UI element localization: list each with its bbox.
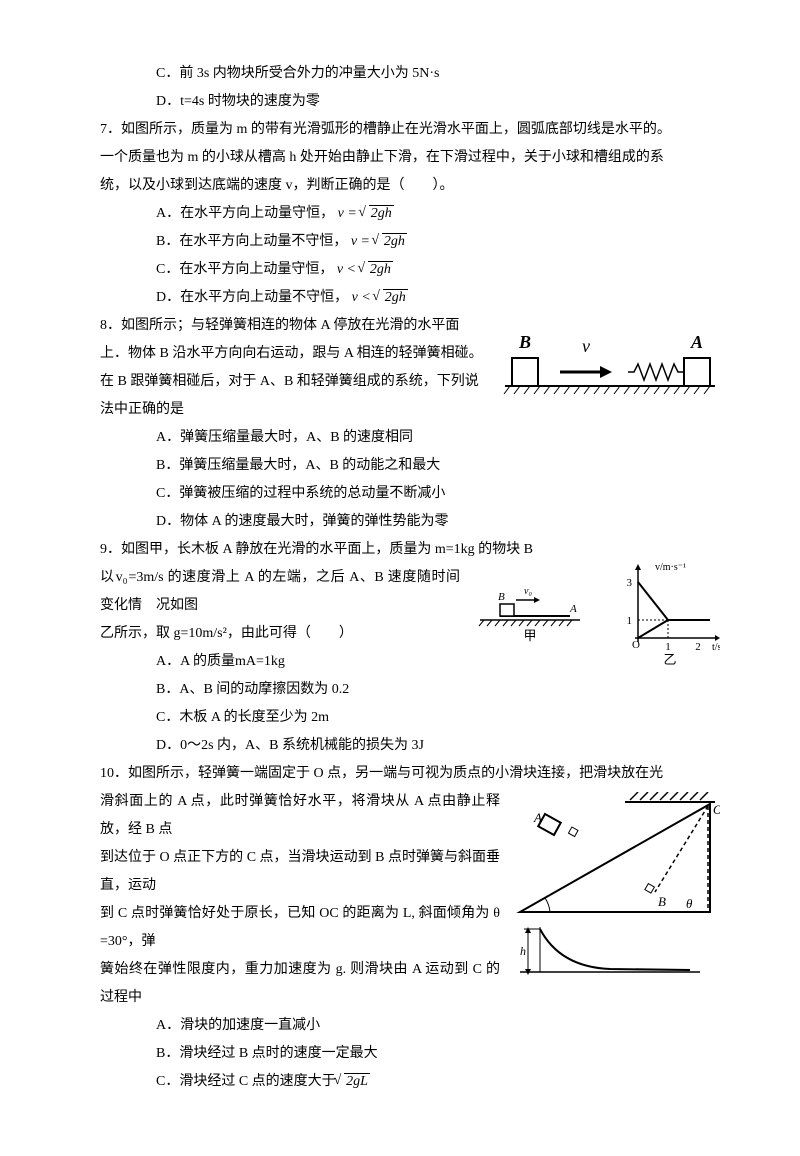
q10-stem-3: 到达位于 O 点正下方的 C 点，当滑块运动到 B 点时弹簧与斜面垂直，运动 — [100, 844, 720, 900]
q10-optC-pre: C．滑块经过 C 点的速度大于 — [156, 1074, 336, 1089]
q8-fig-label-v: v — [582, 336, 590, 356]
q8-stem-3: 在 B 跟弹簧相碰后，对于 A、B 和轻弹簧组成的系统，下列说 — [100, 368, 490, 396]
q7-optD-sqrt: 2gh — [383, 289, 408, 305]
q8-fig-label-b: B — [518, 332, 531, 352]
q7-optB-text: B．在水平方向上动量不守恒， — [156, 234, 347, 249]
q7-option-d: D．在水平方向上动量不守恒， v < 2gh — [100, 284, 720, 312]
q9-stem2-pre: 以 — [100, 570, 115, 585]
q7-optC-eq: v < — [337, 262, 360, 277]
q8-option-c: C．弹簧被压缩的过程中系统的总动量不断减小 — [100, 480, 720, 508]
q7-optD-eq: v < — [352, 290, 375, 305]
q8-option-d: D．物体 A 的速度最大时，弹簧的弹性势能为零 — [100, 508, 720, 536]
q7-optB-eq: v = — [351, 234, 374, 249]
q9-stem-2: 以v₀=3m/s 的速度滑上 A 的左端，之后 A、B 速度随时间变化情 况如图 — [100, 564, 720, 620]
q9-stem-3: 乙所示，取 g=10m/s²，由此可得（ ） — [100, 620, 720, 648]
q10-option-b: B．滑块经过 B 点时的速度一定最大 — [100, 1040, 720, 1068]
q7-optD-text: D．在水平方向上动量不守恒， — [156, 290, 348, 305]
q10-stem-5: 簧始终在弹性限度内，重力加速度为 g. 则滑块由 A 运动到 C 的过程中 — [100, 956, 720, 1012]
q7-stem-3: 统，以及小球到达底端的速度 v，判断正确的是（ ）。 — [100, 172, 720, 200]
q6-option-c: C．前 3s 内物块所受合外力的冲量大小为 5N·s — [100, 60, 720, 88]
q7-optA-text: A．在水平方向上动量守恒， — [156, 206, 334, 221]
q9-stem2-v0: v₀ — [115, 569, 129, 586]
q9-optA-mA: mA — [235, 654, 256, 669]
q10-stem-2: 滑斜面上的 A 点，此时弹簧恰好水平，将滑块从 A 点由静止释放，经 B 点 — [100, 788, 720, 844]
q9-stem-1: 9．如图甲，长木板 A 静放在光滑的水平面上，质量为 m=1kg 的物块 B — [100, 536, 720, 564]
q9-option-d: D．0～2s 内，A、B 系统机械能的损失为 3J — [100, 732, 720, 760]
q7-option-b: B．在水平方向上动量不守恒， v = 2gh — [100, 228, 720, 256]
q9-stem2-post: =3m/s 的速度滑上 A 的左端，之后 A、B 速度随时间变化情 况如图 — [100, 570, 460, 613]
q7-optA-formula: v = 2gh — [338, 206, 394, 221]
q10-stem-4: 到 C 点时弹簧恰好处于原长，已知 OC 的距离为 L, 斜面倾角为 θ =30… — [100, 900, 720, 956]
q7-stem-2: 一个质量也为 m 的小球从槽高 h 处开始由静止下滑，在下滑过程中，关于小球和槽… — [100, 144, 720, 172]
q10-option-a: A．滑块的加速度一直减小 — [100, 1012, 720, 1040]
q9-optA-pre: A．A 的质量 — [156, 654, 235, 669]
q10-option-c: C．滑块经过 C 点的速度大于 2gL — [100, 1068, 720, 1096]
q7-optC-sqrt: 2gh — [368, 261, 393, 277]
q10-stem-1: 10．如图所示，轻弹簧一端固定于 O 点，另一端与可视为质点的小滑块连接，把滑块… — [100, 760, 720, 788]
q8-stem-1: 8．如图所示；与轻弹簧相连的物体 A 停放在光滑的水平面 — [100, 312, 490, 340]
q8-option-b: B．弹簧压缩量最大时，A、B 的动能之和最大 — [100, 452, 720, 480]
q7-optC-formula: v < 2gh — [337, 262, 393, 277]
q7-option-c: C．在水平方向上动量守恒， v < 2gh — [100, 256, 720, 284]
q8-stem-2: 上．物体 B 沿水平方向向右运动，跟与 A 相连的轻弹簧相碰。 — [100, 340, 490, 368]
q9-optA-post: =1kg — [256, 654, 285, 669]
q7-optB-formula: v = 2gh — [351, 234, 407, 249]
q8-stem-4: 法中正确的是 — [100, 396, 490, 424]
q9-option-c: C．木板 A 的长度至少为 2m — [100, 704, 720, 732]
q7-optD-formula: v < 2gh — [352, 290, 408, 305]
q7-option-a: A．在水平方向上动量守恒， v = 2gh — [100, 200, 720, 228]
q7-stem-1: 7．如图所示，质量为 m 的带有光滑弧形的槽静止在光滑水平面上，圆弧底部切线是水… — [100, 116, 720, 144]
q9-option-a: A．A 的质量mA=1kg — [100, 648, 720, 676]
q8-figure: B v A — [500, 316, 720, 406]
q7-optA-eq: v = — [338, 206, 361, 221]
q8-option-a: A．弹簧压缩量最大时，A、B 的速度相同 — [100, 424, 720, 452]
q7-optC-text: C．在水平方向上动量守恒， — [156, 262, 333, 277]
q9-option-b: B．A、B 间的动摩擦因数为 0.2 — [100, 676, 720, 704]
q10-optC-sqrt: 2gL — [344, 1073, 370, 1089]
q7-optB-sqrt: 2gh — [382, 233, 407, 249]
q7-optA-sqrt: 2gh — [369, 205, 394, 221]
q8-fig-label-a: A — [690, 332, 703, 352]
q6-option-d: D．t=4s 时物块的速度为零 — [100, 88, 720, 116]
